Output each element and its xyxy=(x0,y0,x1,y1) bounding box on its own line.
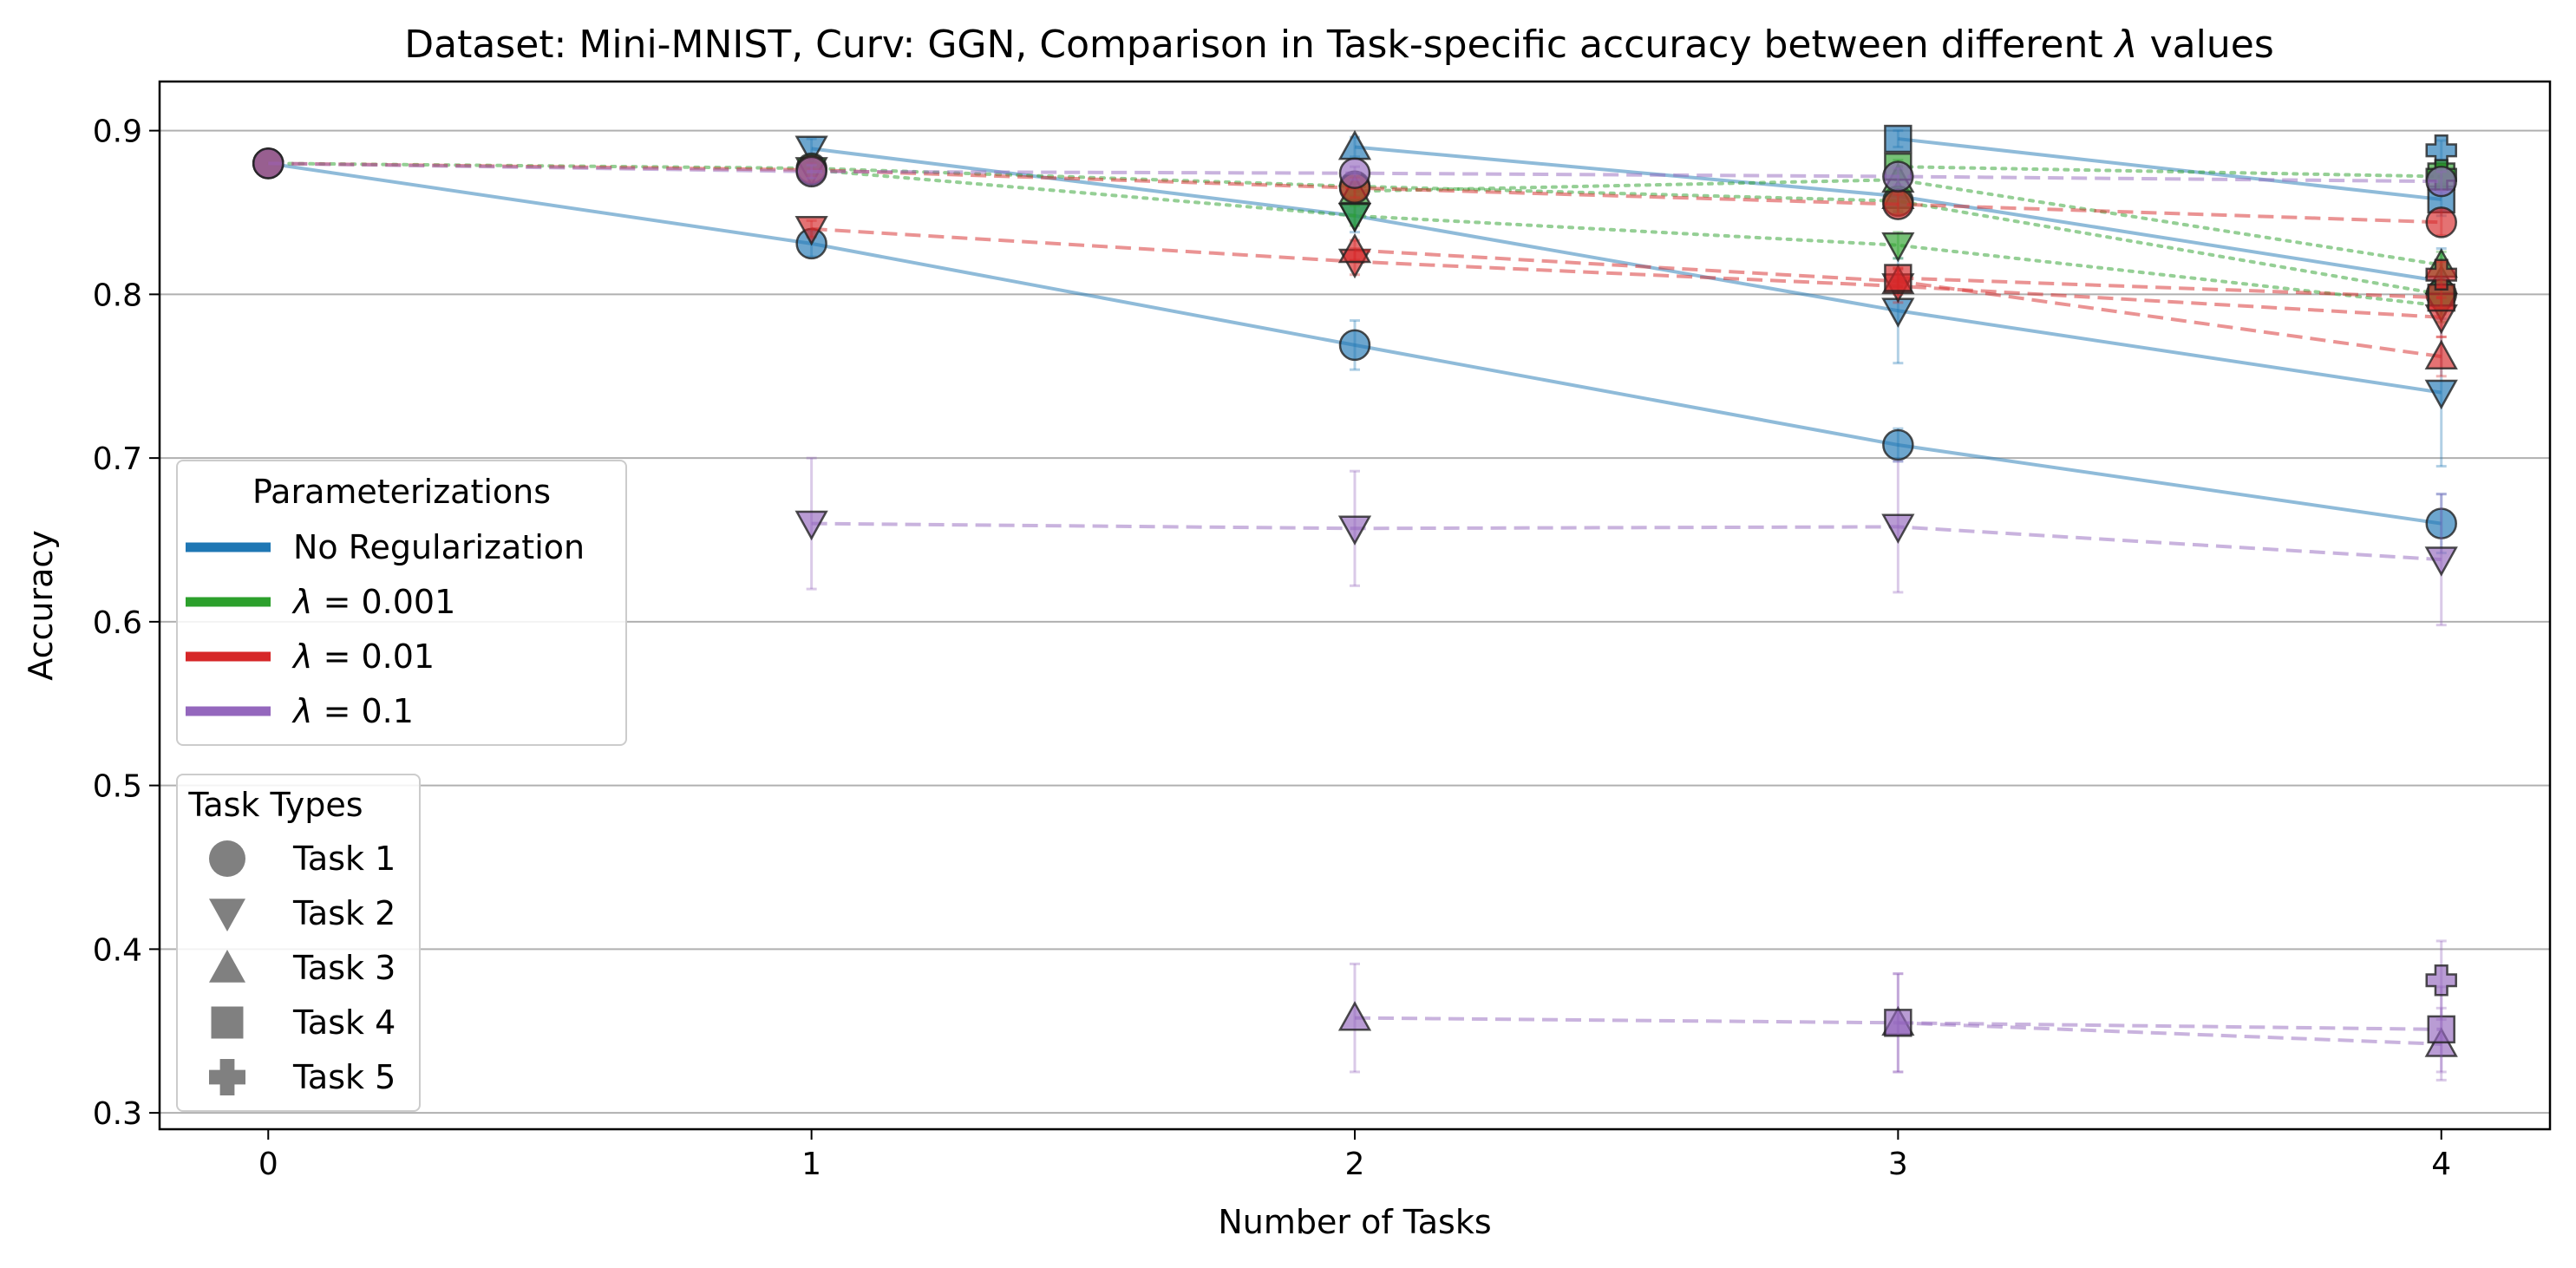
y-axis-label: Accuracy xyxy=(22,530,60,681)
data-point xyxy=(1337,232,1372,264)
series-line xyxy=(811,226,2442,319)
x-tick-label: 4 xyxy=(2431,1147,2451,1182)
data-point xyxy=(1884,124,1912,154)
data-point xyxy=(794,135,828,166)
legend-task-label: Task 4 xyxy=(292,1003,396,1042)
data-point xyxy=(2425,258,2457,291)
data-point xyxy=(2425,964,2457,997)
legend-item-text: = 0.001 xyxy=(313,583,456,621)
legend-parameterizations: Parameterizations No Regularization λ = 0… xyxy=(176,460,627,746)
data-point xyxy=(794,216,828,246)
data-point xyxy=(795,155,827,188)
x-axis: 0 1 2 3 4 xyxy=(258,1129,2451,1182)
data-point xyxy=(794,510,828,541)
legend-task-label: Task 2 xyxy=(292,894,396,932)
x-tick-label: 0 xyxy=(258,1147,278,1182)
data-point xyxy=(2427,283,2455,312)
series-line xyxy=(1898,137,2442,201)
x-tick-label: 3 xyxy=(1888,1147,1908,1182)
legend-item-symbol: λ xyxy=(291,583,313,621)
legend-item-text: = 0.01 xyxy=(313,637,435,676)
series-line xyxy=(811,147,2442,395)
data-point xyxy=(2424,339,2458,369)
data-point xyxy=(1882,428,1914,461)
data-point xyxy=(1881,232,1915,263)
data-point xyxy=(2427,1015,2455,1044)
data-point xyxy=(252,147,284,180)
data-point xyxy=(1882,188,1914,220)
legend-item-symbol: λ xyxy=(291,692,313,730)
y-tick-label: 0.6 xyxy=(93,605,142,641)
legend-item-text: No Regularization xyxy=(293,528,585,566)
legend-task-label: Task 3 xyxy=(292,949,396,987)
data-point xyxy=(1884,1009,1912,1037)
data-point xyxy=(1881,513,1915,544)
legend-marker-triangle-up xyxy=(209,950,245,983)
legend-item-label: λ = 0.1 xyxy=(291,692,414,730)
series-group xyxy=(2425,939,2457,1022)
data-point xyxy=(2425,206,2457,239)
series-line xyxy=(1898,1021,2442,1031)
data-point xyxy=(1338,329,1371,362)
data-point xyxy=(2424,379,2458,410)
legend-item-text: = 0.1 xyxy=(313,692,414,730)
legend-task-label: Task 5 xyxy=(292,1058,396,1096)
y-tick-label: 0.8 xyxy=(93,278,142,313)
y-tick-label: 0.5 xyxy=(93,769,142,805)
data-point xyxy=(2425,165,2457,198)
legend-marker-triangle-down xyxy=(209,899,245,931)
y-tick-label: 0.9 xyxy=(93,114,142,150)
plot-area xyxy=(252,124,2458,1082)
legend-item-label: No Regularization xyxy=(293,528,585,566)
series-group xyxy=(252,147,2457,198)
series-line xyxy=(811,521,2442,562)
legend-marker-circle xyxy=(209,840,245,877)
data-point xyxy=(2425,507,2457,539)
series-line xyxy=(1896,165,2443,179)
series-line xyxy=(809,167,2443,308)
legend-parameterizations-box xyxy=(176,460,627,746)
data-point xyxy=(1337,1001,1372,1031)
legend-parameterizations-title: Parameterizations xyxy=(252,473,551,511)
x-tick-label: 2 xyxy=(1345,1147,1365,1182)
chart-title: Dataset: Mini-MNIST, Curv: GGN, Comparis… xyxy=(404,23,2274,67)
data-point xyxy=(1882,160,1914,193)
data-point xyxy=(1884,264,1912,292)
legend-item-label: λ = 0.01 xyxy=(291,637,435,676)
legend-marker-square xyxy=(211,1006,244,1039)
y-tick-label: 0.3 xyxy=(93,1096,142,1132)
series-group xyxy=(794,456,2458,627)
series-group xyxy=(2425,258,2457,291)
series-line xyxy=(1898,276,2442,300)
legend-task-label: Task 1 xyxy=(292,840,396,878)
legend-marker-plus xyxy=(209,1059,245,1095)
x-tick-label: 1 xyxy=(801,1147,821,1182)
legend-task-types-title: Task Types xyxy=(187,786,363,824)
legend-item-label: λ = 0.001 xyxy=(291,583,455,621)
legend-task-types: Task Types Task 1 Task 2 Task 3 Task 4 Task … xyxy=(176,774,421,1112)
data-point xyxy=(1338,157,1371,189)
y-tick-label: 0.7 xyxy=(93,441,142,477)
series-group xyxy=(1884,972,2455,1074)
data-point xyxy=(1337,515,1372,546)
y-tick-label: 0.4 xyxy=(93,932,142,968)
legend-item-symbol: λ xyxy=(291,637,313,676)
data-point xyxy=(2424,546,2458,577)
y-axis: 0.3 0.4 0.5 0.6 0.7 0.8 0.9 xyxy=(93,114,160,1132)
x-axis-label: Number of Tasks xyxy=(1218,1203,1491,1241)
